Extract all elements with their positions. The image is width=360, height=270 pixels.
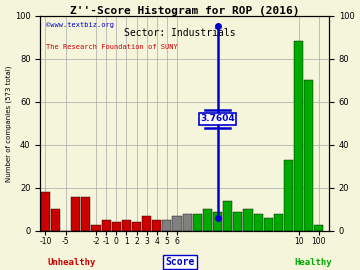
Bar bbox=[162, 220, 171, 231]
Bar bbox=[203, 210, 212, 231]
Bar bbox=[172, 216, 181, 231]
Bar bbox=[81, 197, 90, 231]
Bar bbox=[91, 225, 100, 231]
Bar bbox=[41, 192, 50, 231]
Bar bbox=[71, 197, 80, 231]
Bar bbox=[183, 214, 192, 231]
Bar bbox=[264, 218, 273, 231]
Text: Unhealthy: Unhealthy bbox=[48, 258, 96, 267]
Bar bbox=[274, 214, 283, 231]
Bar bbox=[223, 201, 232, 231]
Bar bbox=[304, 80, 313, 231]
Bar bbox=[253, 214, 263, 231]
Bar bbox=[284, 160, 293, 231]
Title: Z''-Score Histogram for ROP (2016): Z''-Score Histogram for ROP (2016) bbox=[70, 6, 300, 16]
Bar bbox=[102, 220, 111, 231]
Bar bbox=[51, 210, 60, 231]
Text: Healthy: Healthy bbox=[294, 258, 332, 267]
Text: Sector: Industrials: Sector: Industrials bbox=[124, 28, 236, 38]
Bar bbox=[193, 214, 202, 231]
Text: 3.7604: 3.7604 bbox=[200, 114, 235, 123]
Text: Score: Score bbox=[165, 257, 195, 267]
Bar bbox=[122, 220, 131, 231]
Bar bbox=[314, 225, 323, 231]
Text: The Research Foundation of SUNY: The Research Foundation of SUNY bbox=[46, 43, 178, 50]
Bar bbox=[152, 220, 161, 231]
Bar bbox=[132, 222, 141, 231]
Bar bbox=[233, 212, 242, 231]
Text: ©www.textbiz.org: ©www.textbiz.org bbox=[46, 22, 114, 28]
Bar bbox=[213, 212, 222, 231]
Y-axis label: Number of companies (573 total): Number of companies (573 total) bbox=[5, 65, 12, 181]
Bar bbox=[142, 216, 151, 231]
Bar bbox=[294, 41, 303, 231]
Bar bbox=[112, 222, 121, 231]
Bar bbox=[243, 210, 252, 231]
